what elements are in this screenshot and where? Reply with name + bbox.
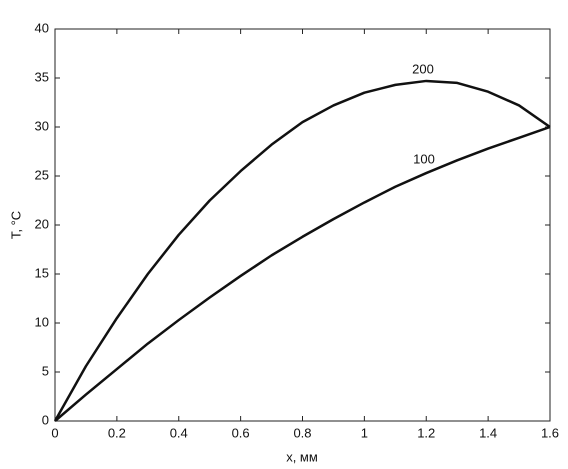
y-tick-label: 0 [42, 412, 49, 427]
x-tick-label: 0.6 [232, 425, 250, 440]
x-tick-label: 0.4 [170, 425, 188, 440]
x-tick-label: 1.6 [541, 425, 559, 440]
x-tick-label: 0.8 [293, 425, 311, 440]
line-label: 200 [412, 61, 434, 76]
line-label: 100 [413, 151, 435, 166]
x-tick-label: 1.2 [417, 425, 435, 440]
x-tick-label: 0 [51, 425, 58, 440]
x-axis-label: x, мм [286, 449, 318, 464]
y-tick-label: 5 [42, 363, 49, 378]
x-tick-label: 1 [361, 425, 368, 440]
y-tick-label: 35 [35, 69, 49, 84]
y-tick-label: 15 [35, 265, 49, 280]
y-tick-label: 10 [35, 314, 49, 329]
y-tick-label: 25 [35, 167, 49, 182]
line [53, 79, 551, 422]
line [54, 125, 551, 422]
x-tick-label: 0.2 [108, 425, 126, 440]
y-tick-label: 40 [35, 20, 49, 35]
x-tick-label: 1.4 [479, 425, 497, 440]
y-axis-label: T, °C [8, 211, 23, 239]
y-tick-label: 30 [35, 118, 49, 133]
y-tick-label: 20 [35, 216, 49, 231]
